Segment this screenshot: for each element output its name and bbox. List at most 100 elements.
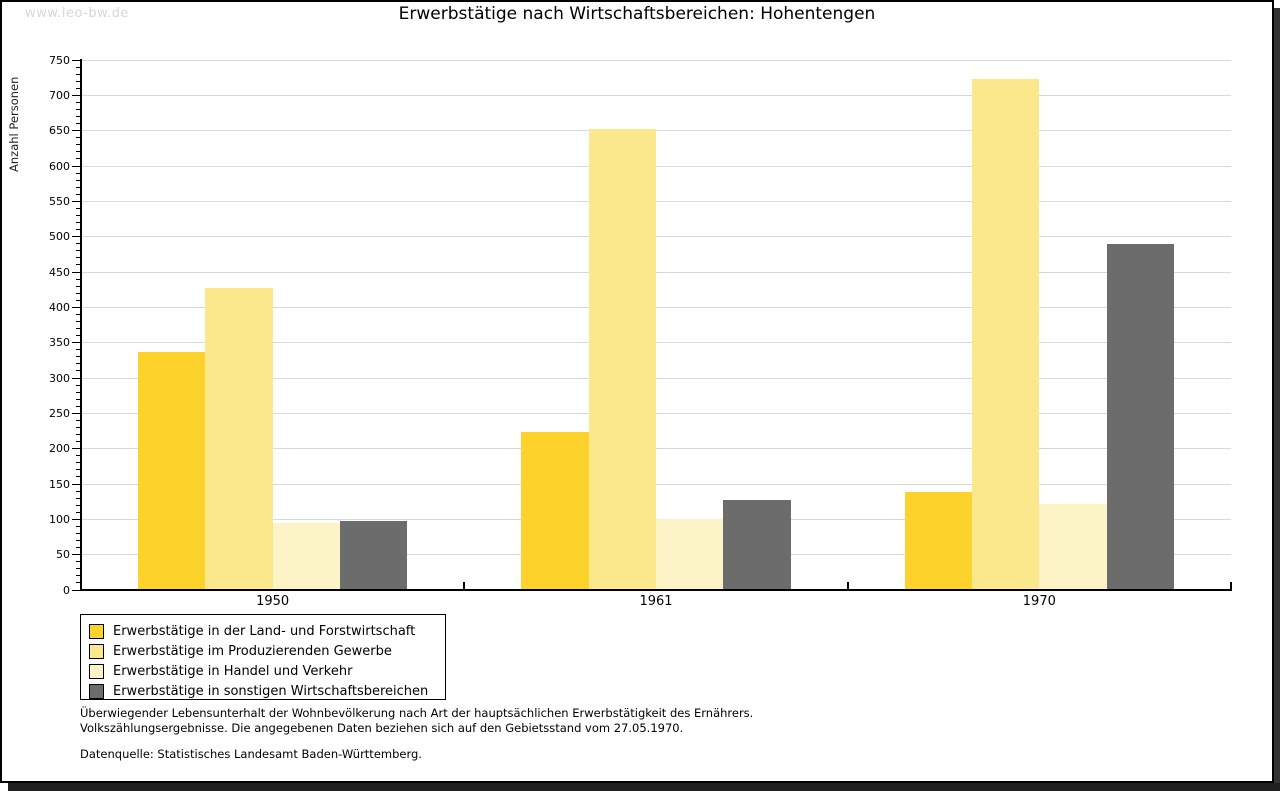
y-tick-label: 600 [49,159,70,173]
y-major-tick [72,448,80,450]
y-minor-tick [76,561,80,563]
y-minor-tick [76,158,80,160]
watermark: www.leo-bw.de [25,6,129,21]
x-category-label-1961: 1961 [639,594,673,609]
y-minor-tick [76,419,80,421]
y-minor-tick [76,511,80,513]
bar-1961-series-2 [588,128,656,590]
bar-1970-series-4 [1106,244,1174,590]
y-tick-label: 0 [63,583,70,597]
legend-item-4: Erwerbstätige in sonstigen Wirtschaftsbe… [89,681,445,701]
legend-label-1: Erwerbstätige in der Land- und Forstwirt… [113,623,416,639]
y-minor-tick [76,116,80,118]
y-minor-tick [76,144,80,146]
bar-1961-series-3 [655,518,724,590]
legend-swatch-4 [89,683,104,699]
y-minor-tick [76,243,80,245]
legend-swatch-3 [89,663,104,679]
y-tick-label: 50 [56,548,70,562]
y-minor-tick [76,441,80,443]
gridline [81,448,1231,450]
legend-swatch-1 [89,623,104,639]
gridline [81,130,1231,132]
y-minor-tick [76,179,80,181]
y-minor-tick [76,469,80,471]
gridline [81,342,1231,344]
y-major-tick [72,554,80,556]
y-minor-tick [76,370,80,372]
y-minor-tick [76,525,80,527]
bar-1970-series-1 [904,492,972,590]
y-tick-label: 200 [49,442,70,456]
chart-title: Erwerbstätige nach Wirtschaftsbereichen:… [398,4,876,24]
bar-1970-series-2 [971,79,1040,590]
y-minor-tick [76,137,80,139]
legend-item-1: Erwerbstätige in der Land- und Forstwirt… [89,621,445,641]
y-minor-tick [76,292,80,294]
y-minor-tick [76,313,80,315]
y-minor-tick [76,490,80,492]
y-minor-tick [76,547,80,549]
legend-label-2: Erwerbstätige im Produzierenden Gewerbe [113,643,392,659]
y-major-tick [72,165,80,167]
y-minor-tick [76,384,80,386]
y-major-tick [72,271,80,273]
y-minor-tick [76,575,80,577]
y-minor-tick [76,462,80,464]
legend-label-3: Erwerbstätige in Handel und Verkehr [113,663,353,679]
frame-shadow-right [1274,8,1280,791]
legend: Erwerbstätige in der Land- und Forstwirt… [80,614,446,700]
bar-1950-series-1 [138,351,206,590]
y-minor-tick [76,455,80,457]
x-boundary-tick [463,582,466,589]
legend-item-2: Erwerbstätige im Produzierenden Gewerbe [89,641,445,661]
y-major-tick [72,412,80,414]
gridline [81,94,1231,96]
y-major-tick [72,483,80,485]
y-minor-tick [76,349,80,351]
data-source: Datenquelle: Statistisches Landesamt Bad… [80,747,422,761]
y-minor-tick [76,476,80,478]
y-minor-tick [76,222,80,224]
y-tick-label: 400 [49,300,70,314]
y-minor-tick [76,250,80,252]
y-major-tick [72,342,80,344]
footnote-line-2: Volkszählungsergebnisse. Die angegebenen… [80,720,684,735]
gridline [81,236,1231,238]
y-minor-tick [76,229,80,231]
y-minor-tick [76,172,80,174]
y-minor-tick [76,108,80,110]
y-minor-tick [76,356,80,358]
y-minor-tick [76,426,80,428]
y-minor-tick [76,123,80,125]
y-minor-tick [76,101,80,103]
legend-item-3: Erwerbstätige in Handel und Verkehr [89,661,445,681]
y-minor-tick [76,257,80,259]
y-minor-tick [76,405,80,407]
bar-1970-series-3 [1039,503,1107,590]
y-minor-tick [76,434,80,436]
y-minor-tick [76,186,80,188]
y-minor-tick [76,497,80,499]
y-major-tick [72,200,80,202]
bar-1961-series-1 [521,431,589,590]
y-minor-tick [76,214,80,216]
y-tick-label: 750 [49,53,70,67]
y-major-tick [72,518,80,520]
y-minor-tick [76,363,80,365]
y-minor-tick [76,320,80,322]
y-tick-label: 250 [49,406,70,420]
y-tick-label: 500 [49,230,70,244]
x-category-label-1970: 1970 [1022,594,1056,609]
gridline [81,306,1231,308]
y-tick-label: 150 [49,477,70,491]
x-category-label-1950: 1950 [256,594,290,609]
y-tick-label: 650 [49,124,70,138]
bar-1961-series-4 [723,499,791,590]
y-major-tick [72,94,80,96]
footnote-line-1: Überwiegender Lebensunterhalt der Wohnbe… [80,706,754,720]
y-major-tick [72,59,80,61]
y-tick-label: 350 [49,336,70,350]
y-tick-label: 550 [49,194,70,208]
y-minor-tick [76,582,80,584]
